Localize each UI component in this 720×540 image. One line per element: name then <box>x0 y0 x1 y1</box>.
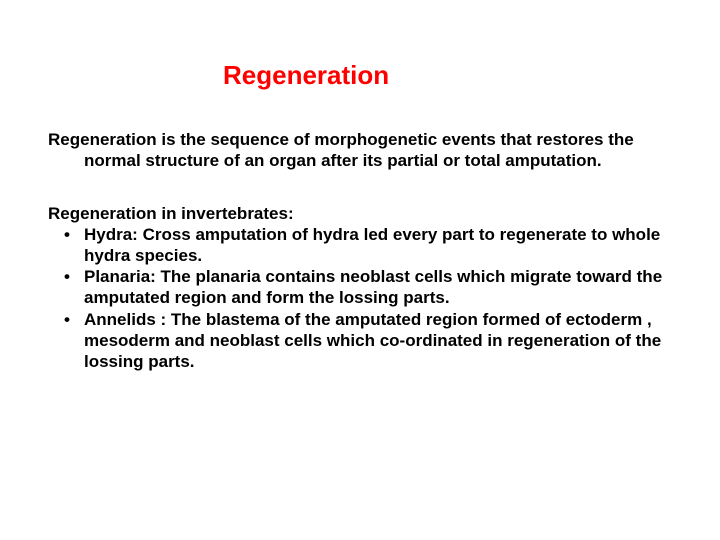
slide-title: Regeneration <box>223 60 672 91</box>
list-item: •Annelids : The blastema of the amputate… <box>48 309 672 373</box>
bullet-text: Hydra: Cross amputation of hydra led eve… <box>84 225 660 265</box>
bullet-marker: • <box>64 309 84 330</box>
section-lead: Regeneration in invertebrates: <box>48 204 672 224</box>
bullet-marker: • <box>64 224 84 245</box>
bullet-marker: • <box>64 266 84 287</box>
list-item: •Planaria: The planaria contains neoblas… <box>48 266 672 309</box>
bullet-text: Annelids : The blastema of the amputated… <box>84 310 661 372</box>
list-item: •Hydra: Cross amputation of hydra led ev… <box>48 224 672 267</box>
definition-paragraph: Regeneration is the sequence of morphoge… <box>48 129 672 172</box>
bullet-text: Planaria: The planaria contains neoblast… <box>84 267 662 307</box>
definition-text: Regeneration is the sequence of morphoge… <box>48 129 672 172</box>
bullet-list: •Hydra: Cross amputation of hydra led ev… <box>48 224 672 373</box>
